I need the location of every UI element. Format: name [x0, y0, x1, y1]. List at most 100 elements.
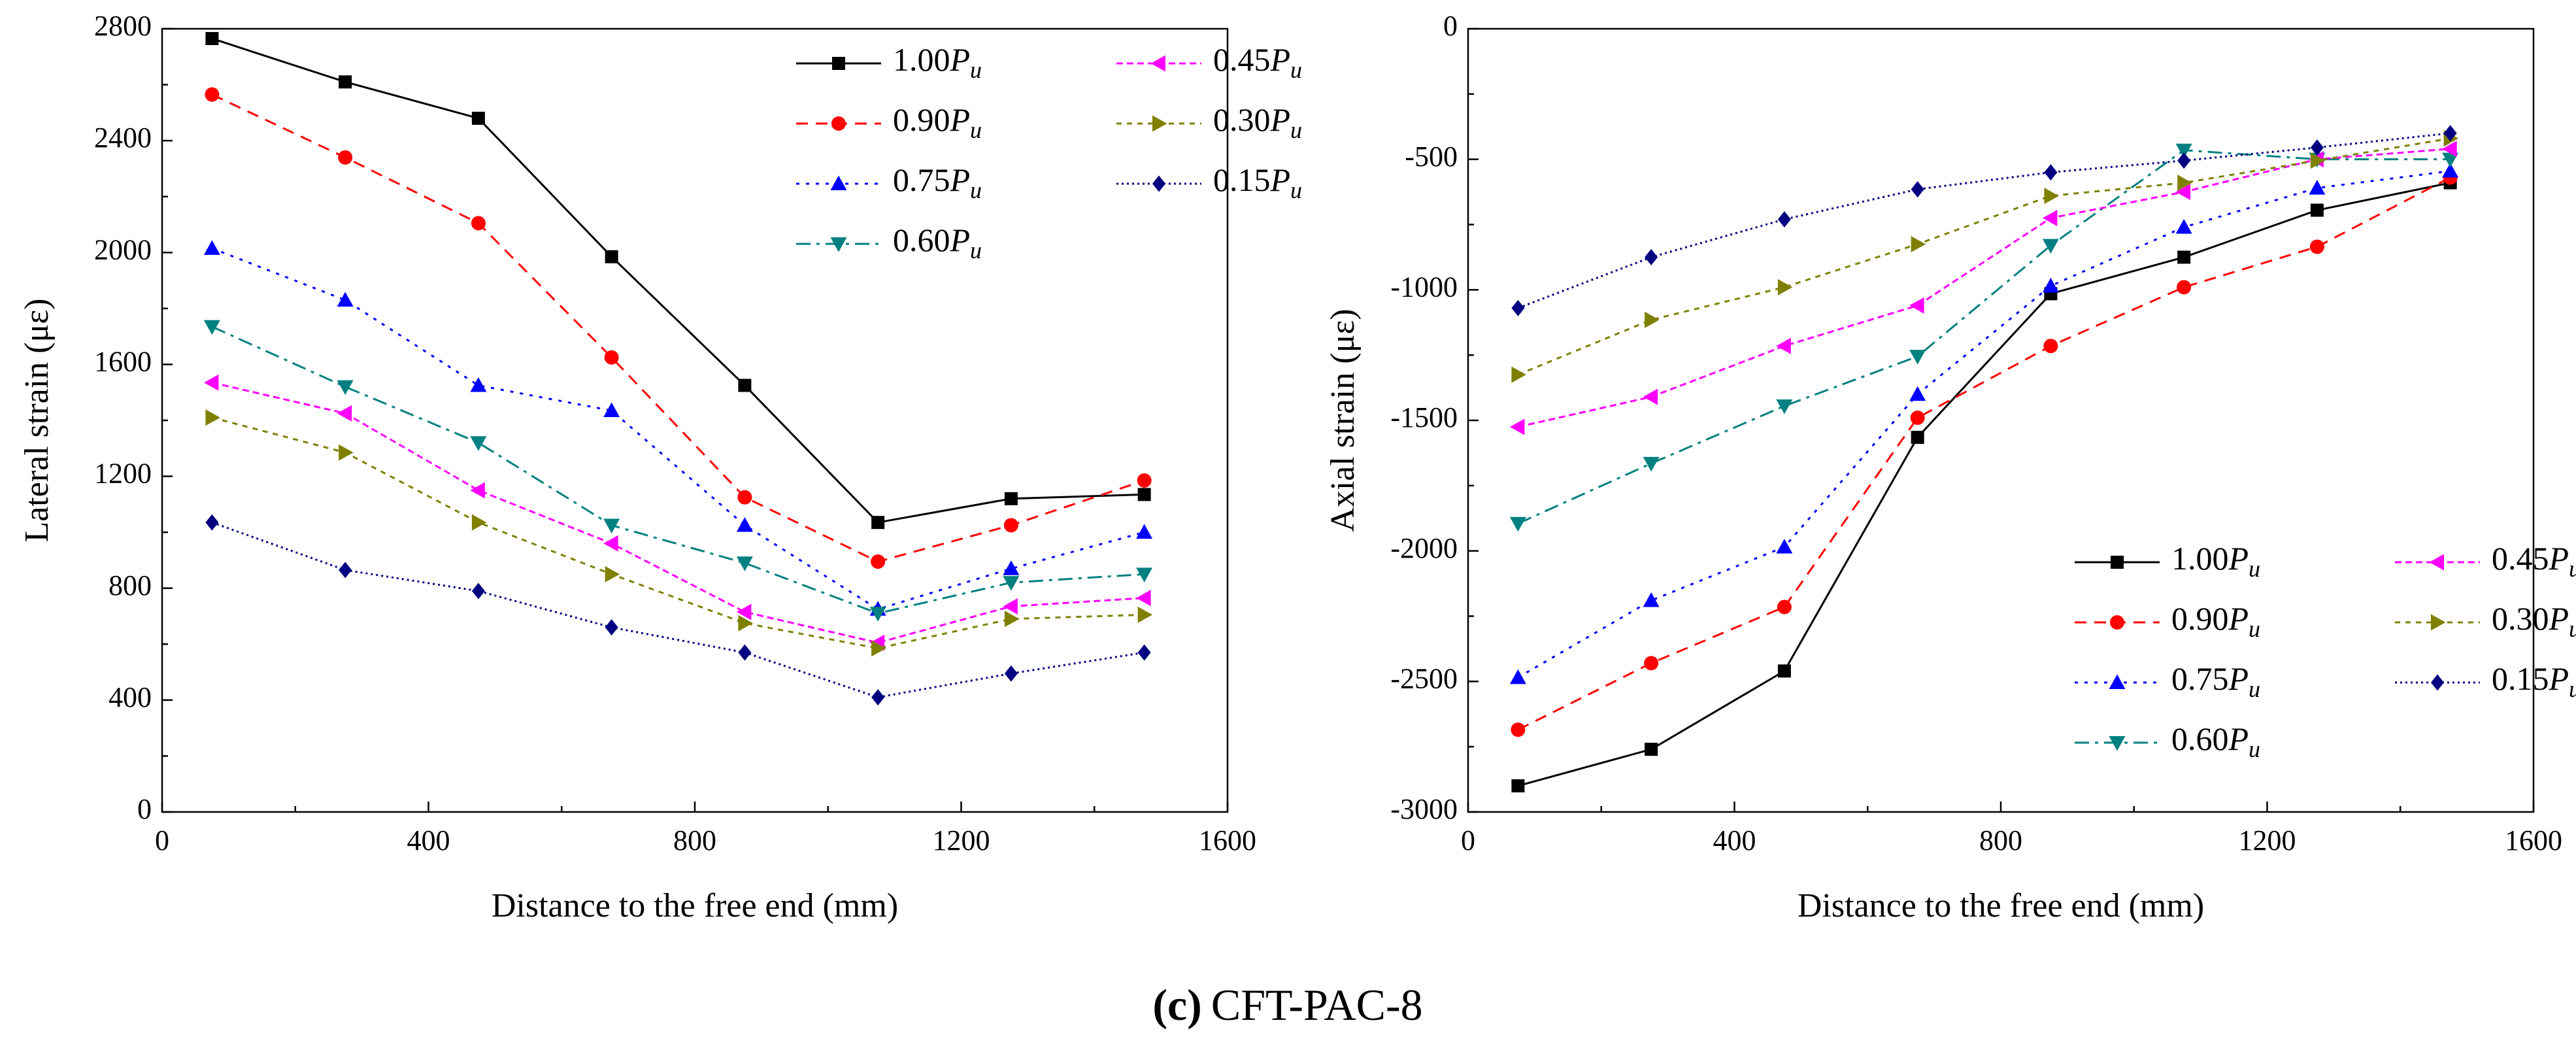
x-axis-label: Distance to the free end (mm) [492, 887, 898, 924]
legend-item-0.75: 0.75Pu [2075, 660, 2260, 702]
series-line [1518, 182, 2451, 787]
data-point [871, 640, 886, 657]
data-point [1643, 388, 1658, 405]
data-point [1645, 743, 1658, 756]
legend-label-2-4: 0.60Pu [2171, 720, 2260, 762]
data-point [2042, 210, 2058, 227]
data-point [871, 689, 885, 706]
data-point [1776, 337, 1791, 354]
x-tick-label: 1200 [933, 824, 990, 856]
data-point [2442, 152, 2459, 168]
y-tick-label: -2500 [1390, 662, 1458, 694]
data-point [1003, 576, 1020, 591]
legend-marker [2111, 556, 2124, 569]
y-tick-label: 1200 [94, 458, 152, 490]
legend: 1.00Pu 0.90Pu 0.75Pu 0.60Pu 0.45Pu 0.30Pu 0.15… [796, 41, 1302, 263]
data-point [470, 482, 485, 499]
series-1.00 [1511, 176, 2457, 793]
data-point [605, 250, 618, 263]
data-point [1509, 516, 1526, 532]
data-point [871, 554, 886, 569]
data-point [1911, 430, 1924, 444]
data-point [605, 619, 618, 636]
data-point [2309, 239, 2324, 254]
data-point [1643, 456, 1660, 472]
data-point [2177, 152, 2191, 169]
y-tick-label: 2000 [94, 233, 152, 265]
data-point [1776, 399, 1793, 414]
y-tick-label: 2800 [94, 10, 152, 42]
data-point [2044, 188, 2059, 205]
series-line [1517, 149, 2451, 525]
data-point [337, 292, 354, 307]
series-1.00 [205, 31, 1151, 530]
data-point [2177, 280, 2192, 295]
data-point [339, 75, 352, 89]
data-point [1137, 606, 1153, 623]
series-line [211, 93, 1145, 563]
x-tick-label: 1600 [2505, 824, 2562, 856]
data-point [605, 565, 620, 582]
legend-marker [830, 237, 847, 252]
y-axis-label: Lateral strain (με) [18, 298, 56, 542]
x-tick-label: 800 [673, 824, 716, 856]
series-line [211, 37, 1145, 524]
data-point [337, 405, 352, 422]
data-point [1777, 599, 1792, 615]
data-point [1910, 411, 1925, 426]
data-point [1511, 722, 1526, 737]
series-line [211, 521, 1145, 699]
data-point [2175, 143, 2192, 159]
y-tick-label: -3000 [1390, 793, 1458, 825]
data-point [1137, 488, 1151, 501]
data-point [1645, 311, 1660, 328]
series-line [1517, 137, 2451, 376]
legend-marker [2109, 736, 2126, 751]
legend-label-1-3: 0.75Pu [893, 161, 982, 203]
legend-marker [1152, 115, 1167, 132]
data-point [1004, 492, 1018, 505]
data-point [1777, 211, 1791, 228]
legend-label-2-3: 0.75Pu [2171, 660, 2260, 702]
data-point [2443, 125, 2457, 142]
legend-item-0.45: 0.45Pu [1116, 41, 1302, 83]
data-point [1003, 518, 1018, 533]
data-point [203, 240, 220, 255]
data-point [603, 535, 618, 552]
data-point [869, 607, 886, 622]
x-tick-label: 400 [407, 824, 450, 856]
y-tick-label: 1600 [94, 346, 152, 378]
series-line [212, 381, 1145, 644]
series-line [1518, 148, 2451, 428]
data-point [205, 514, 219, 531]
data-point [603, 402, 620, 418]
series-0.30 [205, 409, 1153, 657]
data-point [1909, 350, 1926, 365]
legend-label-2-2: 0.90Pu [2171, 600, 2260, 642]
data-point [471, 514, 487, 531]
legend-item-0.60: 0.60Pu [796, 222, 982, 263]
data-point [1509, 669, 1526, 684]
y-tick-label: 0 [1443, 10, 1458, 42]
legend-marker [2109, 674, 2126, 689]
data-point [1909, 386, 1926, 401]
legend-label-1-5: 0.45Pu [1213, 41, 1302, 83]
series-0.15 [1511, 125, 2457, 316]
x-tick-label: 400 [1713, 824, 1756, 856]
caption-label: (c) [1152, 980, 1201, 1030]
x-axis-label: Distance to the free end (mm) [1798, 887, 2204, 924]
series-0.75 [203, 240, 1153, 616]
data-point [736, 556, 753, 571]
data-point [2177, 250, 2191, 264]
legend-item-0.15: 0.15Pu [1116, 161, 1302, 203]
data-point [736, 603, 752, 620]
legend-label-1-7: 0.15Pu [1213, 161, 1302, 203]
legend-label-2-5: 0.45Pu [2492, 540, 2576, 582]
data-point [205, 409, 220, 426]
y-tick-label: -2000 [1390, 532, 1458, 564]
y-axis-label: Axial strain (με) [1324, 309, 1362, 531]
legend-item-0.30: 0.30Pu [2395, 600, 2576, 642]
legend-marker [830, 175, 847, 190]
data-point [738, 615, 753, 632]
series-0.90 [1511, 170, 2458, 737]
